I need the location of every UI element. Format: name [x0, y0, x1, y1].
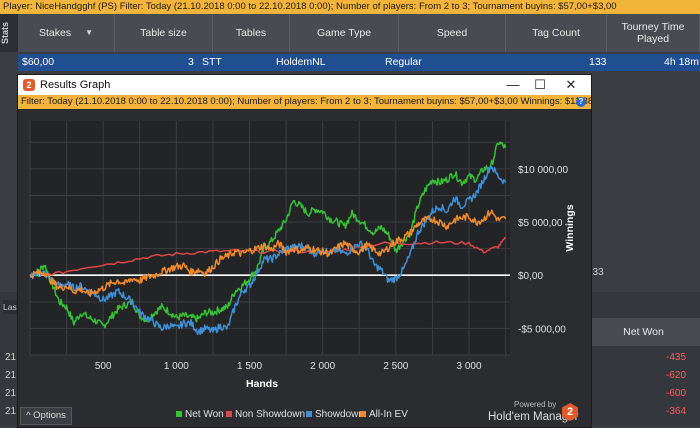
column-label: Stakes	[38, 27, 72, 39]
net-won-cell: -620	[665, 370, 686, 381]
list-item: 21	[5, 406, 17, 417]
second-row-count: 133	[587, 267, 604, 278]
legend-label: All-In EV	[369, 409, 408, 420]
options-button[interactable]: ^ Options	[20, 407, 72, 425]
column-header-speed[interactable]: Speed	[399, 14, 506, 52]
brand-label: Hold'em Manager	[488, 411, 579, 423]
legend-swatch	[226, 411, 232, 417]
x-tick-label: 3 000	[457, 361, 482, 372]
chevron-down-icon[interactable]: ▼	[85, 28, 94, 37]
x-tick-label: 500	[95, 361, 112, 372]
player-filter-bar[interactable]: Player: NiceHandgghf (PS) Filter: Today …	[0, 0, 700, 14]
list-item: 21	[5, 352, 17, 363]
dialog-title: Results Graph	[40, 79, 111, 91]
column-label: Tables	[235, 27, 267, 39]
net-won-cell: -364	[665, 406, 686, 417]
column-label: Tourney Time Played	[621, 21, 685, 45]
y-tick-label: $0,00	[518, 271, 543, 282]
chart-series-lines	[29, 141, 507, 336]
minimize-icon[interactable]: —	[506, 77, 520, 92]
x-tick-label: 1 500	[237, 361, 262, 372]
last-tab[interactable]: Las	[3, 300, 17, 314]
list-item: 21	[5, 370, 17, 381]
x-tick-label: 2 000	[310, 361, 335, 372]
column-label: Speed	[436, 27, 468, 39]
cell-table-size: 3	[188, 56, 194, 68]
hm2-badge-icon: 2	[562, 403, 578, 421]
cell-tag-count: 133	[589, 56, 607, 68]
column-header-tables[interactable]: Tables	[213, 14, 290, 52]
results-graph-chart: 500 1 000 1 500 2 000 2 500 3 000 $10 000,00 $5…	[18, 109, 591, 420]
legend-swatch	[306, 411, 312, 417]
column-header-stakes[interactable]: Stakes ▼	[18, 14, 115, 52]
cell-speed: Regular	[385, 56, 422, 68]
column-header-tag-count[interactable]: Tag Count	[506, 14, 607, 52]
stats-side-tab[interactable]: Stats	[0, 14, 18, 52]
help-icon[interactable]: ?	[576, 97, 586, 107]
player-filter-text: Player: NiceHandgghf (PS) Filter: Today …	[3, 1, 617, 12]
dialog-titlebar[interactable]: 2 Results Graph — ☐ ✕	[18, 75, 591, 95]
x-tick-label: 2 500	[383, 361, 408, 372]
hm2-logo-icon: 2	[23, 79, 35, 91]
column-header-tourney-time[interactable]: Tourney Time Played	[607, 14, 700, 52]
column-label: Table size	[140, 27, 187, 39]
legend-label: Net Won	[185, 409, 224, 420]
cell-tables: STT	[202, 56, 222, 68]
chart-legend: Net Won Non Showdown Showdown All-In EV	[176, 409, 408, 420]
x-axis-title: Hands	[246, 378, 278, 390]
stats-tab-label: Stats	[0, 21, 11, 45]
column-header-table-size[interactable]: Table size	[115, 14, 213, 52]
y-axis-title: Winnings	[564, 204, 576, 251]
y-tick-label: -$5 000,00	[518, 324, 566, 335]
options-label: Options	[33, 410, 66, 421]
legend-label: Non Showdown	[235, 409, 305, 420]
cell-stakes: $60,00	[22, 56, 55, 68]
y-tick-label: $10 000,00	[518, 165, 568, 176]
legend-swatch	[176, 411, 182, 417]
cell-game-type: HoldemNL	[276, 56, 326, 68]
legend-swatch	[360, 411, 366, 417]
y-tick-label: $5 000,00	[518, 218, 563, 229]
column-label: Tag Count	[532, 27, 580, 39]
net-won-cell: -600	[665, 388, 686, 399]
maximize-icon[interactable]: ☐	[534, 77, 546, 92]
graph-filter-bar[interactable]: Filter: Today (21.10.2018 0:00 to 22.10.…	[18, 95, 591, 109]
selected-table-row[interactable]: $60,00 3 STT HoldemNL Regular 133 4h 18m	[18, 54, 700, 71]
column-label: Game Type	[316, 27, 372, 39]
x-tick-label: 1 000	[164, 361, 189, 372]
cell-time: 4h 18m	[664, 56, 700, 68]
close-icon[interactable]: ✕	[565, 77, 577, 92]
powered-by-label: Powered by	[514, 400, 557, 409]
chart-axes: 500 1 000 1 500 2 000 2 500 3 000 $10 000,00 $5…	[95, 165, 576, 390]
list-item: 21	[5, 388, 17, 399]
net-won-column-header[interactable]: Net Won	[587, 318, 700, 346]
plot-area	[30, 121, 510, 355]
column-header-game-type[interactable]: Game Type	[290, 14, 399, 52]
legend-label: Showdown	[315, 409, 364, 420]
stats-grid-header: Stakes ▼ Table size Tables Game Type Spee…	[18, 14, 700, 52]
series-line-showdown	[29, 166, 507, 336]
series-line-all-in-ev	[29, 209, 507, 297]
results-graph-dialog: 2 Results Graph — ☐ ✕ Filter: Today (21.…	[17, 74, 592, 428]
graph-filter-text: Filter: Today (21.10.2018 0:00 to 22.10.…	[21, 96, 591, 107]
net-won-cell: -435	[665, 352, 686, 363]
chevron-up-icon: ^	[26, 410, 34, 421]
